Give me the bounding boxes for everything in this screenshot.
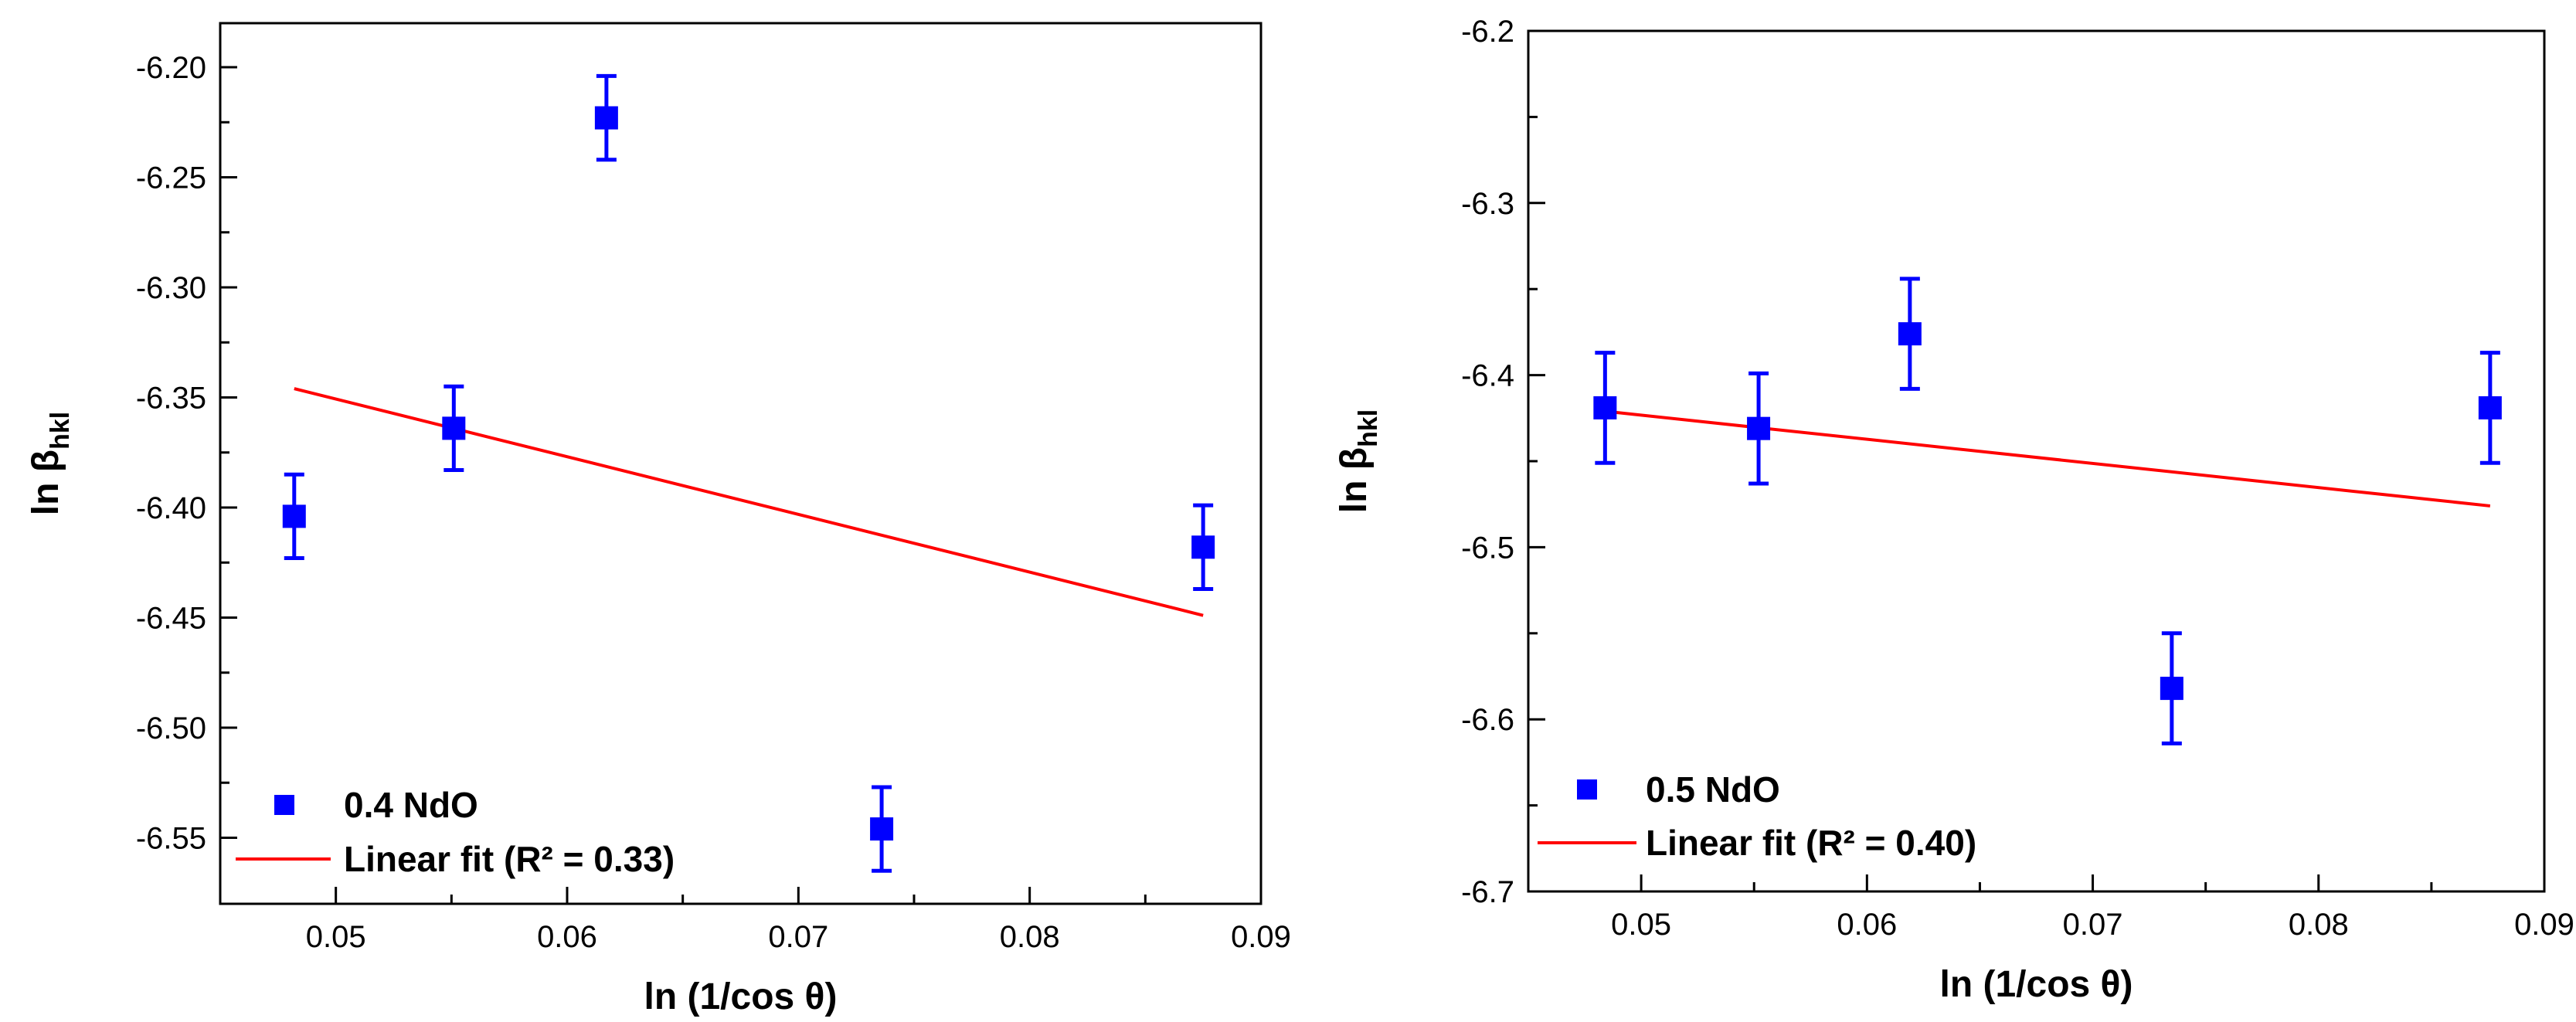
fit-line bbox=[294, 387, 1204, 617]
plot-frame bbox=[1527, 29, 2546, 893]
legend-marker-square bbox=[1577, 779, 1597, 800]
y-axis: -6.20 -6.25 -6.30 -6.35 -6.40 -6.45 -6.50 -6.55 bbox=[136, 51, 237, 856]
plot-frame bbox=[219, 22, 1263, 905]
x-tick-label: 0.06 bbox=[537, 920, 597, 954]
svg-text:ln βhkl: ln βhkl bbox=[25, 412, 75, 515]
x-tick-label: 0.09 bbox=[1231, 920, 1291, 954]
data-point bbox=[442, 416, 466, 440]
x-tick-label: 0.09 bbox=[2514, 908, 2574, 942]
chart-left: -6.20 -6.25 -6.30 -6.35 -6.40 -6.45 -6.50 -6.55… bbox=[25, 22, 1291, 1017]
chart-right: -6.2-6.3-6.4-6.5-6.6-6.7 0.05 0.06 0.07 0.0… bbox=[1334, 15, 2574, 1005]
x-tick-label: 0.05 bbox=[1611, 908, 1671, 942]
y-tick-label: -6.7 bbox=[1461, 875, 1514, 909]
fit-line-group bbox=[1605, 409, 2491, 508]
legend-marker-square bbox=[274, 795, 294, 815]
legend-fit-label: Linear fit (R² = 0.40) bbox=[1646, 823, 1976, 863]
data-points bbox=[282, 73, 1215, 873]
y-tick-label: -6.25 bbox=[136, 161, 206, 195]
y-tick-label: -6.40 bbox=[136, 491, 206, 525]
y-axis-title-main: ln β bbox=[1334, 447, 1375, 513]
y-tick-label: -6.4 bbox=[1461, 359, 1514, 393]
x-axis: 0.05 0.06 0.07 0.08 0.09 bbox=[1527, 874, 2574, 942]
fit-line bbox=[1605, 409, 2491, 508]
legend: 0.4 NdO Linear fit (R² = 0.33) bbox=[236, 785, 675, 879]
y-axis-title-main: ln β bbox=[25, 450, 66, 515]
y-tick-label: -6.3 bbox=[1461, 187, 1514, 221]
data-point bbox=[1898, 322, 1922, 346]
legend-series-label: 0.4 NdO bbox=[344, 785, 478, 825]
data-point bbox=[594, 106, 618, 130]
x-tick-label: 0.06 bbox=[1837, 908, 1897, 942]
data-point bbox=[1747, 416, 1771, 440]
data-point bbox=[1191, 535, 1215, 559]
x-axis-title: ln (1/cos θ) bbox=[1940, 964, 2133, 1005]
data-point bbox=[2160, 677, 2183, 701]
x-tick-label: 0.08 bbox=[2289, 908, 2349, 942]
legend-series-label: 0.5 NdO bbox=[1646, 769, 1780, 810]
y-tick-label: -6.55 bbox=[136, 822, 206, 856]
y-axis-title: ln βhkl bbox=[1334, 409, 1383, 513]
y-tick-label: -6.2 bbox=[1461, 15, 1514, 49]
y-tick-label: -6.20 bbox=[136, 51, 206, 85]
y-tick-label: -6.5 bbox=[1461, 531, 1514, 565]
legend-fit-label: Linear fit (R² = 0.33) bbox=[344, 839, 675, 879]
svg-text:ln βhkl: ln βhkl bbox=[1334, 409, 1383, 513]
data-point bbox=[282, 504, 306, 528]
fit-line-group bbox=[294, 387, 1204, 617]
y-tick-label: -6.50 bbox=[136, 711, 206, 745]
x-tick-label: 0.05 bbox=[306, 920, 366, 954]
x-tick-label: 0.08 bbox=[1000, 920, 1060, 954]
x-axis: 0.05 0.06 0.07 0.08 0.09 bbox=[219, 887, 1291, 954]
y-axis: -6.2 -6.3 -6.4 -6.5 -6.6 -6.7 bbox=[1461, 15, 1545, 909]
y-tick-label: -6.30 bbox=[136, 271, 206, 305]
y-tick-label: -6.45 bbox=[136, 602, 206, 636]
y-tick-label: -6.35 bbox=[136, 382, 206, 416]
y-axis-title: ln βhkl bbox=[25, 412, 75, 515]
data-points bbox=[1593, 277, 2502, 745]
x-axis-title: ln (1/cos θ) bbox=[644, 976, 838, 1017]
data-point bbox=[1593, 396, 1617, 419]
data-point bbox=[870, 817, 894, 841]
y-axis-title-sub: hkl bbox=[46, 412, 75, 450]
y-tick-label: -6.6 bbox=[1461, 703, 1514, 737]
x-tick-label: 0.07 bbox=[2063, 908, 2123, 942]
legend: 0.5 NdO Linear fit (R² = 0.40) bbox=[1538, 769, 1976, 863]
data-point bbox=[2478, 396, 2502, 419]
x-tick-label: 0.07 bbox=[768, 920, 828, 954]
y-axis-title-sub: hkl bbox=[1354, 409, 1383, 447]
